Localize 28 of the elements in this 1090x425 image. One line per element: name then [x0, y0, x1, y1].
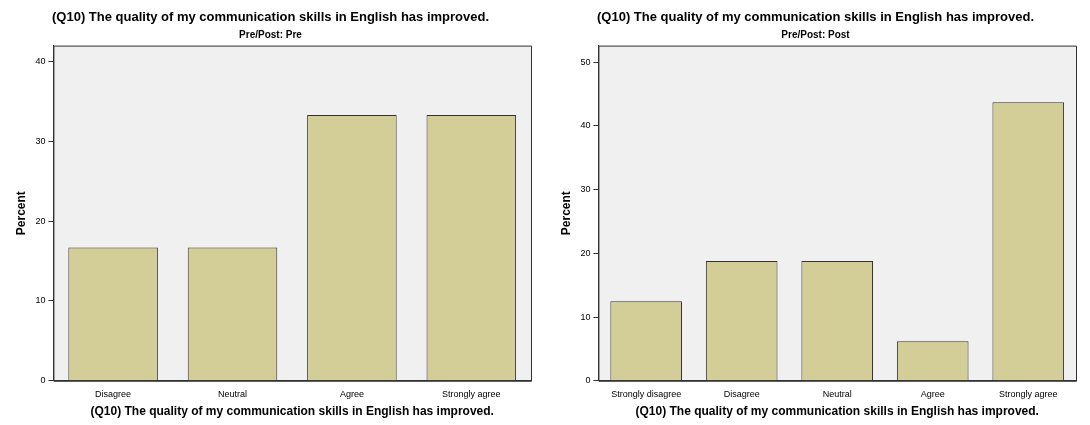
- chart-subtitle: Pre/Post: Pre: [239, 29, 303, 41]
- chart-title: (Q10) The quality of my communication skills in English has improved.: [51, 9, 490, 25]
- y-tick-label: 0: [585, 375, 591, 386]
- x-tick-label: Disagree: [95, 388, 132, 399]
- x-tick-label: Neutral: [822, 388, 852, 399]
- y-tick-label: 10: [35, 295, 46, 306]
- y-tick-label: 30: [580, 184, 591, 195]
- chart-subtitle: Pre/Post: Post: [781, 29, 851, 41]
- chart-title: (Q10) The quality of my communication skills in English has improved.: [596, 9, 1035, 25]
- y-tick-label: 50: [580, 56, 591, 67]
- y-tick-label: 20: [35, 215, 46, 226]
- y-tick-label: 40: [35, 56, 46, 67]
- x-tick-label: Strongly agree: [442, 388, 501, 399]
- y-axis-title: Percent: [558, 191, 573, 236]
- y-tick-label: 0: [40, 375, 46, 386]
- x-tick-label: Strongly disagree: [611, 388, 682, 399]
- x-tick-label: Agree: [920, 388, 945, 399]
- x-tick-label: Strongly agree: [998, 388, 1058, 399]
- x-tick-label: Neutral: [218, 388, 248, 399]
- x-axis-title: (Q10) The quality of my communication skills in English has improved.: [90, 404, 494, 419]
- x-tick-label: Disagree: [723, 388, 760, 399]
- y-tick-label: 30: [35, 135, 46, 146]
- y-axis-title: Percent: [13, 191, 28, 236]
- x-axis-title: (Q10) The quality of my communication skills in English has improved.: [635, 404, 1039, 419]
- x-tick-label: Agree: [339, 388, 364, 399]
- y-tick-label: 10: [580, 311, 591, 322]
- y-tick-label: 20: [580, 247, 591, 258]
- y-tick-label: 40: [580, 120, 591, 131]
